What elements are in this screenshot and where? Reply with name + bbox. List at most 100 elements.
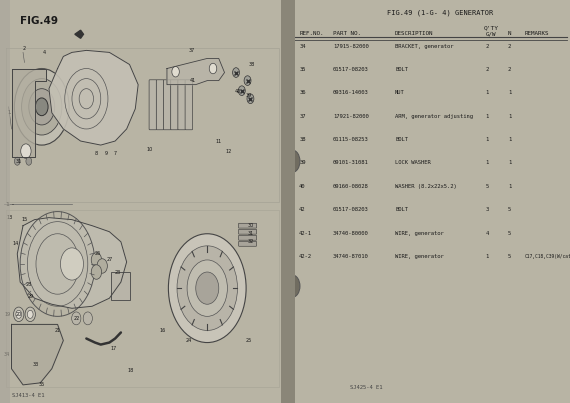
Text: 33: 33 (33, 362, 39, 367)
Text: 11: 11 (215, 139, 222, 143)
Text: 34: 34 (299, 44, 306, 48)
Circle shape (284, 150, 300, 172)
Text: 27: 27 (106, 258, 112, 262)
Text: 42-1: 42-1 (299, 231, 312, 235)
FancyBboxPatch shape (239, 229, 256, 234)
FancyBboxPatch shape (149, 80, 157, 130)
Text: 37: 37 (188, 48, 194, 53)
Text: 42-2: 42-2 (299, 254, 312, 259)
Text: BOLT: BOLT (395, 67, 408, 72)
Text: 1: 1 (508, 114, 511, 118)
Text: 41: 41 (190, 78, 196, 83)
Text: 42: 42 (299, 207, 306, 212)
Text: G/W: G/W (486, 31, 496, 36)
Text: 1: 1 (486, 90, 488, 95)
Circle shape (26, 157, 32, 165)
Text: 3: 3 (486, 207, 488, 212)
FancyBboxPatch shape (185, 80, 193, 130)
Circle shape (244, 76, 251, 85)
FancyBboxPatch shape (164, 80, 171, 130)
Text: ARM, generator adjusting: ARM, generator adjusting (395, 114, 473, 118)
Circle shape (14, 307, 24, 322)
Text: BRACKET, generator: BRACKET, generator (395, 44, 454, 48)
Text: 1: 1 (508, 184, 511, 189)
Text: 19: 19 (4, 312, 10, 317)
Text: 1: 1 (486, 114, 488, 118)
Text: 5: 5 (486, 184, 488, 189)
Text: 09160-08028: 09160-08028 (333, 184, 369, 189)
Text: 5: 5 (508, 231, 511, 235)
Text: 40: 40 (299, 184, 306, 189)
Polygon shape (17, 218, 127, 308)
Polygon shape (167, 58, 225, 85)
Text: 39: 39 (246, 93, 252, 98)
Text: WASHER (8.2x22x5.2): WASHER (8.2x22x5.2) (395, 184, 457, 189)
Text: 5: 5 (508, 207, 511, 212)
Text: 10: 10 (146, 147, 153, 152)
Text: 4: 4 (486, 231, 488, 235)
Text: 15: 15 (21, 217, 27, 222)
Circle shape (172, 66, 180, 77)
Text: PART NO.: PART NO. (333, 31, 361, 36)
Text: 1: 1 (486, 254, 488, 259)
Text: 36: 36 (299, 90, 306, 95)
Circle shape (91, 265, 101, 279)
Text: 1 -: 1 - (6, 202, 14, 206)
Text: 17915-82000: 17915-82000 (333, 44, 369, 48)
Circle shape (91, 253, 101, 267)
Text: Q'TY: Q'TY (484, 25, 499, 30)
FancyBboxPatch shape (156, 80, 164, 130)
Text: 30: 30 (247, 223, 254, 228)
Text: 1: 1 (486, 160, 488, 165)
Text: 4: 4 (43, 50, 46, 55)
Text: 28: 28 (26, 282, 32, 287)
Text: 13: 13 (7, 215, 13, 220)
Polygon shape (11, 69, 46, 157)
Polygon shape (75, 30, 83, 38)
Circle shape (83, 312, 92, 325)
Text: 39: 39 (299, 160, 306, 165)
Circle shape (233, 68, 239, 77)
Circle shape (97, 259, 107, 273)
Text: REMARKS: REMARKS (525, 31, 549, 36)
Text: 09316-14003: 09316-14003 (333, 90, 369, 95)
Text: 23: 23 (115, 270, 121, 274)
Text: 01517-08203: 01517-08203 (333, 207, 369, 212)
Circle shape (22, 79, 62, 135)
Text: SJ413-4 E1: SJ413-4 E1 (11, 393, 44, 398)
Text: REF.NO.: REF.NO. (299, 31, 324, 36)
FancyBboxPatch shape (239, 241, 256, 246)
Text: 18: 18 (128, 368, 134, 373)
Text: 37: 37 (299, 114, 306, 118)
Text: 22: 22 (73, 316, 79, 321)
FancyBboxPatch shape (239, 235, 256, 240)
Text: 17: 17 (111, 346, 117, 351)
Text: 01115-08253: 01115-08253 (333, 137, 369, 142)
Text: 38: 38 (299, 137, 306, 142)
FancyBboxPatch shape (178, 80, 185, 130)
Text: 2: 2 (508, 44, 511, 48)
Text: DESCRIPTION: DESCRIPTION (395, 31, 434, 36)
Text: 35: 35 (39, 382, 45, 387)
Bar (111, 272, 129, 300)
Text: 1: 1 (508, 90, 511, 95)
Text: C17,C18,C39(W/catalyzer): C17,C18,C39(W/catalyzer) (525, 254, 570, 259)
Text: WIRE, generator: WIRE, generator (395, 231, 444, 235)
Text: 38: 38 (249, 62, 255, 67)
Circle shape (28, 89, 55, 125)
Circle shape (168, 234, 246, 343)
Text: 1: 1 (508, 160, 511, 165)
Text: 24: 24 (185, 338, 192, 343)
Text: 32: 32 (247, 239, 254, 244)
Text: 31: 31 (15, 159, 22, 164)
FancyBboxPatch shape (239, 223, 256, 228)
Text: 2: 2 (486, 67, 488, 72)
Text: 12: 12 (226, 149, 232, 154)
Circle shape (284, 275, 300, 297)
Circle shape (209, 63, 217, 74)
Text: BOLT: BOLT (395, 137, 408, 142)
Text: FIG.49 (1-G- 4) GENERATOR: FIG.49 (1-G- 4) GENERATOR (386, 9, 493, 16)
Polygon shape (11, 324, 63, 385)
Circle shape (72, 312, 81, 325)
Text: 17921-82000: 17921-82000 (333, 114, 369, 118)
